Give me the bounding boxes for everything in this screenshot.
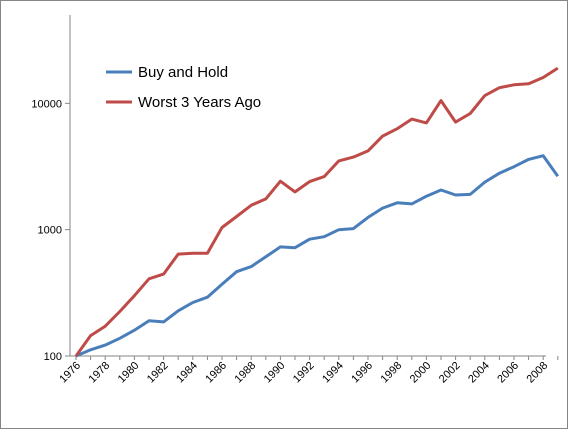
x-tick-label: 1980 <box>116 360 142 386</box>
x-tick-label: 1996 <box>349 360 375 386</box>
x-tick-label: 2004 <box>466 360 492 386</box>
x-tick-label: 2008 <box>525 360 551 386</box>
legend: Buy and Hold Worst 3 Years Ago <box>106 64 261 111</box>
series-line-1 <box>75 154 560 358</box>
x-tick-label: 1978 <box>87 360 113 386</box>
y-tick-label: 1000 <box>38 225 62 237</box>
x-tick-label: 2000 <box>408 360 434 386</box>
x-axis-ticks: 1976 1978 1980 1982 1984 1986 1988 1990 1992 1994… <box>57 356 559 386</box>
x-tick-label: 1988 <box>233 360 259 386</box>
x-tick-label: 1982 <box>145 360 171 386</box>
x-tick-label: 1976 <box>57 360 83 386</box>
x-tick-label: 1984 <box>174 360 200 386</box>
y-axis-ticks: 100 1000 10000 <box>31 98 70 363</box>
legend-label: Buy and Hold <box>138 64 228 81</box>
legend-label: Worst 3 Years Ago <box>138 94 261 111</box>
x-tick-label: 2002 <box>437 360 463 386</box>
series-line-2 <box>74 66 559 357</box>
x-tick-label: 1990 <box>262 360 288 386</box>
x-tick-label: 2006 <box>495 360 521 386</box>
x-tick-label: 1994 <box>320 360 346 386</box>
x-tick-label: 1986 <box>203 360 229 386</box>
x-tick-label: 1998 <box>379 360 405 386</box>
y-tick-label: 10000 <box>31 98 62 110</box>
y-tick-label: 100 <box>44 351 62 363</box>
x-tick-label: 1992 <box>291 360 317 386</box>
series-lines <box>74 66 560 358</box>
